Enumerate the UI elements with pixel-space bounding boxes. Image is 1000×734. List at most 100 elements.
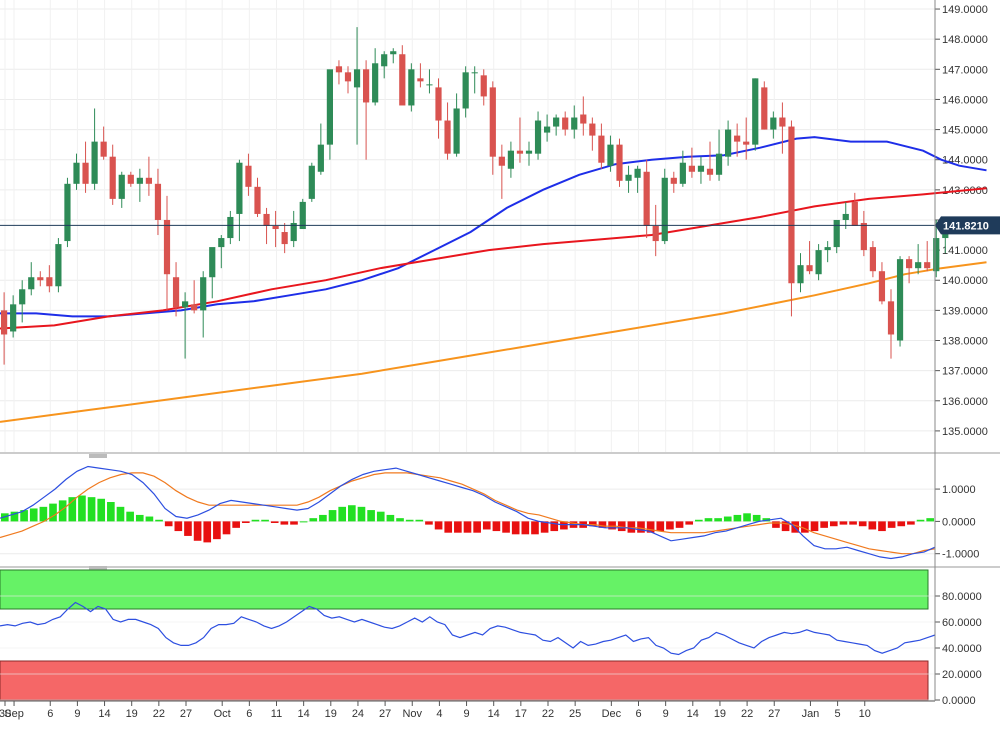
price-tick-label: 136.0000 xyxy=(942,396,988,408)
overbought-zone xyxy=(0,569,929,610)
macd-histogram-bar xyxy=(203,521,212,543)
candle-body xyxy=(598,135,605,163)
macd-histogram-bar xyxy=(386,514,395,522)
candle-body xyxy=(924,262,931,269)
macd-histogram-bar xyxy=(155,519,163,522)
price-tick-label: 138.0000 xyxy=(942,336,988,348)
macd-histogram-bar xyxy=(164,521,173,527)
macd-histogram-bar xyxy=(251,519,260,522)
last-price-label: 141.8210 xyxy=(943,220,989,232)
candle-body xyxy=(10,304,17,332)
candle-body xyxy=(28,277,35,290)
macd-histogram-bar xyxy=(733,514,742,522)
macd-histogram-bar xyxy=(666,521,674,530)
macd-histogram-bar xyxy=(299,521,308,523)
candle-body xyxy=(245,165,252,187)
macd-histogram-bar xyxy=(907,521,915,525)
candle-body xyxy=(752,78,759,145)
candle-body xyxy=(616,144,623,181)
x-tick-label: 6 xyxy=(635,708,641,720)
macd-histogram-bar xyxy=(598,521,607,528)
macd-panel[interactable]: 1.0000 0.0000 -1.0000 xyxy=(0,465,1000,571)
rsi-panel[interactable]: 80.0000 60.0000 40.0000 20.0000 0.0000 xyxy=(0,569,982,707)
macd-histogram-bar xyxy=(521,521,530,535)
candle-body xyxy=(64,183,71,242)
candle-body xyxy=(498,156,505,166)
price-tick-label: 139.0000 xyxy=(942,305,988,317)
x-tick-label: Jan xyxy=(802,708,820,720)
candle-body xyxy=(887,301,895,335)
candle-body xyxy=(390,51,397,55)
macd-histogram-bar xyxy=(425,521,433,525)
macd-histogram-bar xyxy=(849,521,857,525)
candle-body xyxy=(127,174,134,184)
macd-histogram-bar xyxy=(627,521,636,533)
candle-body xyxy=(625,174,632,181)
moving-average-line xyxy=(0,136,987,318)
candle-body xyxy=(254,186,261,214)
macd-histogram-bar xyxy=(29,508,38,522)
x-tick-label: 9 xyxy=(663,708,669,720)
macd-histogram-bar xyxy=(608,521,616,530)
macd-histogram-bar xyxy=(637,521,645,533)
candle-body xyxy=(915,262,922,269)
x-tick-label: Dec xyxy=(602,708,622,720)
panel-resize-handle xyxy=(89,566,107,570)
candle-body xyxy=(544,126,551,133)
macd-histogram-bar xyxy=(107,502,115,522)
macd-histogram-bar xyxy=(463,521,472,533)
macd-histogram-bar xyxy=(97,498,106,522)
x-tick-label: 27 xyxy=(379,708,391,720)
candle-body xyxy=(534,120,542,154)
macd-histogram-bar xyxy=(839,521,848,525)
macd-histogram-bar xyxy=(646,521,655,533)
candle-body xyxy=(779,117,786,127)
rsi-line xyxy=(0,601,936,656)
x-tick-label: 30 xyxy=(0,708,11,720)
x-tick-label: 19 xyxy=(126,708,138,720)
candle-body xyxy=(743,141,750,145)
price-tick-label: 140.0000 xyxy=(942,275,988,287)
candle-body xyxy=(806,265,813,272)
macd-histogram-bar xyxy=(135,514,144,522)
candle-body xyxy=(272,226,279,230)
candle-body xyxy=(896,259,904,341)
macd-histogram-bar xyxy=(309,518,318,522)
macd-histogram-bar xyxy=(820,521,828,528)
candle-body xyxy=(308,165,315,199)
price-tick-label: 146.0000 xyxy=(942,94,988,106)
rsi-tick-label: 40.0000 xyxy=(942,643,982,655)
price-tick-label: 149.0000 xyxy=(942,4,988,16)
rsi-tick-label: 20.0000 xyxy=(942,669,982,681)
candle-body xyxy=(480,75,487,97)
oversold-zone xyxy=(0,660,929,701)
candle-body xyxy=(372,63,379,103)
candle-body xyxy=(462,72,469,109)
macd-histogram-bar xyxy=(511,521,520,535)
candle-body xyxy=(200,277,207,311)
candle-body xyxy=(209,247,216,278)
candle-body xyxy=(172,277,180,308)
candle-body xyxy=(507,150,514,169)
macd-histogram-bar xyxy=(492,521,501,532)
candle-body xyxy=(55,244,62,287)
x-tick-label: 17 xyxy=(515,708,527,720)
candle-body xyxy=(516,150,524,154)
macd-histogram-bar xyxy=(695,519,703,522)
macd-histogram-bar xyxy=(560,521,568,530)
last-price-badge xyxy=(935,216,1000,235)
candle-body xyxy=(453,108,460,154)
macd-histogram-bar xyxy=(193,521,202,541)
macd-histogram-bar xyxy=(434,521,443,530)
candle-body xyxy=(878,271,886,302)
candle-body xyxy=(824,247,831,251)
candle-body xyxy=(281,232,288,245)
candle-body xyxy=(860,222,867,251)
candle-body xyxy=(715,153,723,175)
x-tick-label: 6 xyxy=(246,708,252,720)
candle-body xyxy=(562,117,569,130)
macd-histogram-bar xyxy=(482,521,491,530)
price-panel[interactable]: 149.0000 148.0000 147.0000 146.0000 145.0000… xyxy=(0,0,1000,458)
macd-histogram-bar xyxy=(126,511,134,522)
